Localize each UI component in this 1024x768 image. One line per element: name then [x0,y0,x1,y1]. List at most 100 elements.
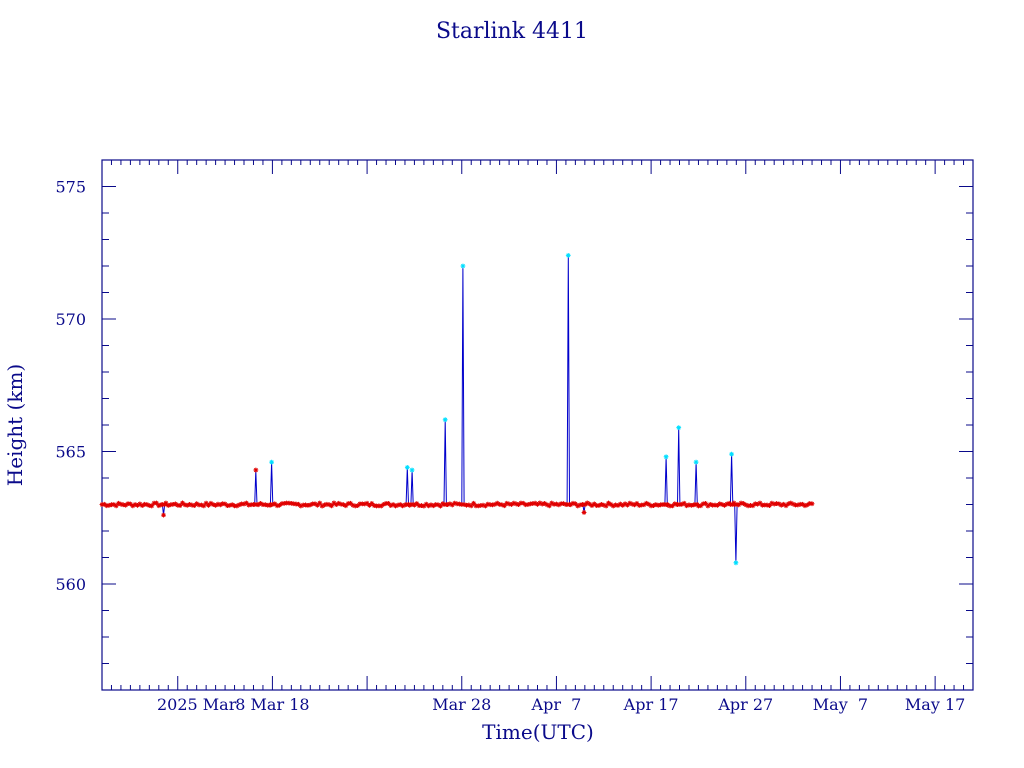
data-point [355,503,361,508]
data-point [385,501,391,506]
data-point [513,501,519,507]
data-point [367,502,372,508]
data-point [430,503,436,509]
data-point [520,500,526,506]
chart-title: Starlink 4411 [436,19,588,44]
y-axis: 560 565 570 575 [55,159,973,691]
data-point [575,503,581,509]
data-point [241,501,247,507]
data-point [665,502,671,508]
data-point [400,503,405,509]
data-point [549,500,555,506]
data-point [414,501,420,506]
data-point [298,503,304,509]
data-point [499,502,505,508]
data-point [423,501,429,507]
data-point [809,501,815,507]
data-point [584,500,590,506]
data-point [187,501,192,507]
data-point [570,500,576,506]
data-point [741,501,746,506]
data-point [729,451,734,457]
x-axis-label: Time(UTC) [482,720,594,744]
data-point [625,502,630,508]
data-point [802,503,808,509]
data-point [236,502,242,508]
data-point [492,501,498,507]
data-point [587,501,592,507]
data-point [348,500,353,506]
x-tick-label: 8 Mar 18 [235,695,309,714]
data-point [750,503,756,509]
data-point [705,503,711,509]
data-point [208,500,214,506]
data-point [177,503,183,508]
data-point [788,500,794,506]
data-point [137,501,143,507]
data-point [719,502,725,507]
data-point [319,503,325,509]
x-tick-label: Apr 17 [623,695,679,714]
data-point [312,501,318,507]
data-point [393,503,398,509]
data-point [172,501,178,507]
data-point [460,263,466,269]
data-point [404,465,410,470]
data-point [243,500,249,506]
data-point [532,500,538,506]
data-point [333,502,339,508]
data-point [670,503,675,509]
data-point [572,501,578,507]
data-point [776,501,782,507]
x-tick-label: Mar 28 [432,695,491,714]
x-tick-label: May 17 [905,695,965,714]
data-point [601,502,607,508]
plot-frame [101,159,974,691]
data-point [544,502,550,508]
data-point [800,501,805,507]
data-point [617,501,623,507]
data-point [331,500,337,506]
data-point [767,503,772,508]
x-tick-label: 2025 Mar [157,695,237,714]
data-point [388,503,394,509]
data-point [565,253,571,258]
data-point [651,503,656,508]
data-point [591,501,597,507]
data-point [724,501,730,507]
data-point [343,503,349,509]
data-point [790,501,796,507]
data-point [615,503,621,508]
data-point [229,502,235,508]
data-point [144,502,150,507]
data-point [703,500,708,506]
data-point [130,503,136,509]
data-point [161,512,166,518]
data-point [554,501,559,507]
data-point [336,500,342,506]
series-line [101,255,813,563]
data-point [182,502,188,508]
data-point [111,502,117,507]
data-point [736,502,742,508]
data-point [539,501,545,507]
data-point [269,459,275,465]
data-point [412,502,417,508]
data-point [350,502,356,508]
data-point [210,502,216,507]
data-point [397,502,403,507]
data-point [622,501,628,507]
data-point [608,502,614,507]
data-point [132,502,138,507]
data-point [722,502,727,508]
data-point [128,501,133,507]
data-point [516,502,521,508]
data-point [421,503,427,509]
data-point [184,502,190,508]
data-point [101,501,107,507]
data-point [596,503,602,508]
data-point [568,502,574,508]
data-point [189,502,195,508]
data-point [684,503,690,509]
